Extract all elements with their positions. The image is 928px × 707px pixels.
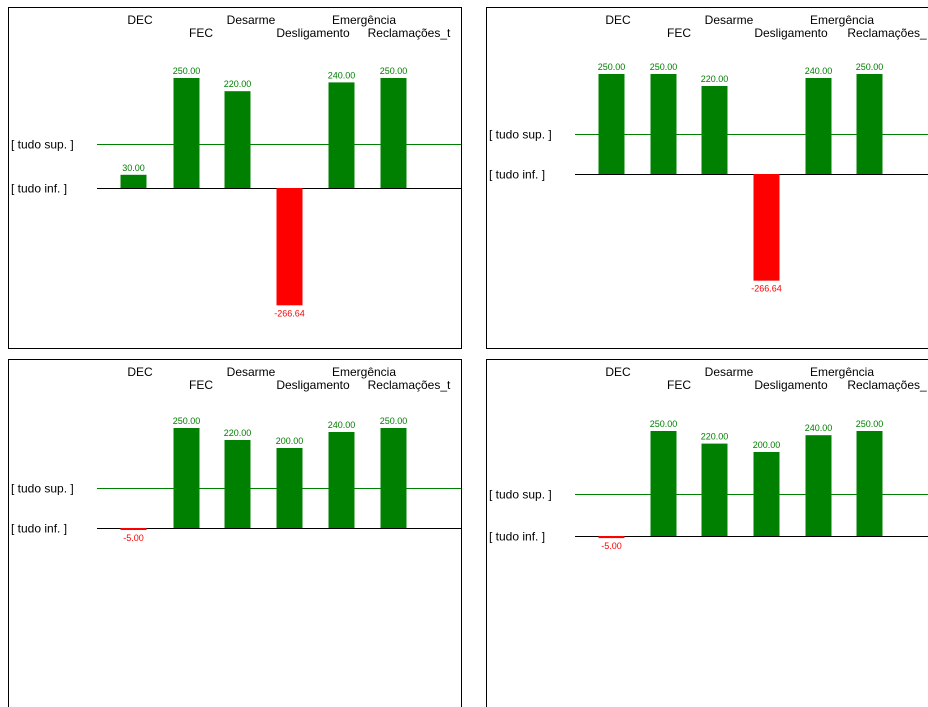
category-label: Emergência (332, 13, 396, 27)
value-label: 250.00 (856, 62, 884, 72)
bar (380, 428, 407, 528)
value-label: 250.00 (380, 66, 408, 76)
reference-line-label: [ tudo sup. ] (11, 482, 74, 496)
value-label: 200.00 (276, 436, 304, 446)
value-label: -266.64 (751, 284, 782, 294)
category-label: FEC (667, 378, 691, 392)
bar (328, 82, 355, 188)
bar (598, 74, 625, 174)
category-label: Desarme (227, 365, 276, 379)
category-label: DEC (127, 13, 153, 27)
bar (173, 78, 200, 188)
chart-svg: DEC FEC DesarmeDesligamentoEmergênciaRecla… (11, 13, 461, 318)
value-label: 250.00 (173, 66, 201, 76)
category-label: Desligamento (276, 26, 350, 40)
chart-panel-bottom-right: DEC FEC Desarme Desligamento Emergência Recla… (486, 359, 928, 707)
bar (224, 440, 251, 528)
bar (701, 86, 728, 174)
value-label: -266.64 (274, 308, 305, 318)
bar (380, 78, 407, 188)
reference-line-label: [ tudo sup. ] (489, 488, 552, 502)
bar (650, 74, 677, 174)
category-label: Emergência (810, 365, 874, 379)
category-label: Reclamações_t (368, 26, 451, 40)
reference-line-label: [ tudo inf. ] (11, 182, 67, 196)
category-label: FEC (667, 26, 691, 40)
reference-line-label: [ tudo inf. ] (489, 530, 545, 544)
bar (276, 188, 303, 306)
bar (173, 428, 200, 528)
value-label: -5.00 (601, 541, 622, 551)
bar (598, 536, 625, 539)
value-label: 250.00 (380, 416, 408, 426)
category-label: Reclamações_ (847, 378, 927, 392)
value-label: 250.00 (650, 419, 678, 429)
chart-svg: DEC FEC DesarmeDesligamentoEmergênciaRecla… (11, 365, 461, 543)
value-label: 220.00 (701, 432, 729, 442)
value-label: 200.00 (753, 440, 781, 450)
bar (650, 431, 677, 536)
bar (753, 452, 780, 536)
category-label: FEC (189, 378, 213, 392)
category-label: DEC (127, 365, 153, 379)
value-label: -5.00 (123, 533, 144, 543)
category-label: Desligamento (754, 378, 828, 392)
category-label: Desligamento (754, 26, 828, 40)
reference-line-label: [ tudo sup. ] (11, 138, 74, 152)
bar (120, 528, 147, 530)
bar (276, 448, 303, 528)
bar (856, 74, 883, 174)
value-label: 30.00 (122, 163, 145, 173)
category-label: Reclamações_ (847, 26, 927, 40)
bar (120, 174, 147, 188)
value-label: 220.00 (224, 79, 252, 89)
category-label: Reclamações_t (368, 378, 451, 392)
value-label: 220.00 (701, 74, 729, 84)
category-label: Desarme (705, 365, 754, 379)
bar (701, 443, 728, 536)
category-label: Emergência (810, 13, 874, 27)
chart-panel-top-left: DEC FEC Desarme Desligamento Emergência Recla… (8, 7, 462, 349)
value-label: 240.00 (805, 66, 833, 76)
value-label: 250.00 (173, 416, 201, 426)
category-label: Desarme (227, 13, 276, 27)
bar (856, 431, 883, 536)
category-label: Emergência (332, 365, 396, 379)
chart-svg: DEC FEC DesarmeDesligamentoEmergênciaRecla… (489, 13, 928, 294)
bar (328, 432, 355, 528)
bar (805, 435, 832, 536)
category-label: Desarme (705, 13, 754, 27)
bar (753, 174, 780, 281)
reference-line-label: [ tudo sup. ] (489, 128, 552, 142)
value-label: 250.00 (598, 62, 626, 72)
chart-panel-top-right: DEC FEC Desarme Desligamento Emergência Recla… (486, 7, 928, 349)
category-label: FEC (189, 26, 213, 40)
chart-panel-bottom-left: DEC FEC Desarme Desligamento Emergência Recla… (8, 359, 462, 707)
value-label: 250.00 (856, 419, 884, 429)
bar (224, 91, 251, 188)
value-label: 220.00 (224, 428, 252, 438)
category-label: Desligamento (276, 378, 350, 392)
reference-line-label: [ tudo inf. ] (489, 168, 545, 182)
value-label: 240.00 (328, 420, 356, 430)
bar (805, 78, 832, 174)
chart-svg: DEC FEC DesarmeDesligamentoEmergênciaRecla… (489, 365, 928, 551)
value-label: 240.00 (805, 423, 833, 433)
category-label: DEC (605, 365, 631, 379)
category-label: DEC (605, 13, 631, 27)
value-label: 250.00 (650, 62, 678, 72)
reference-line-label: [ tudo inf. ] (11, 522, 67, 536)
value-label: 240.00 (328, 70, 356, 80)
